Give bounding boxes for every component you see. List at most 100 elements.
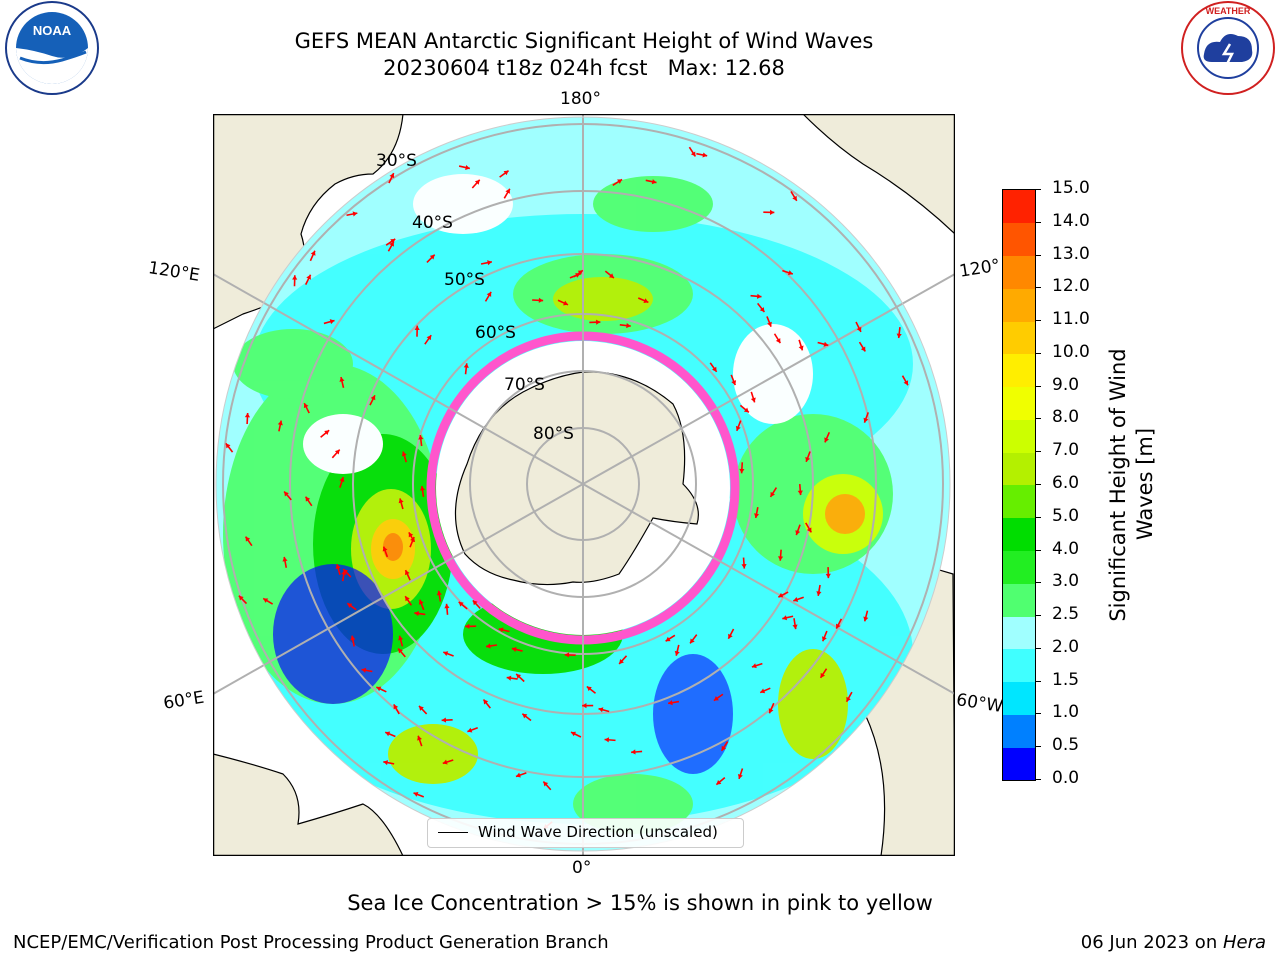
wave-direction-arrow: [458, 165, 471, 171]
lon-label-120e: 120°E: [146, 258, 202, 286]
colorbar-tick-mark: [1035, 647, 1041, 649]
colorbar-tick-label: 2.5: [1052, 604, 1080, 625]
wave-direction-arrow: [793, 596, 804, 602]
colorbar-tick-mark: [1035, 549, 1041, 551]
colorbar-band: [1003, 485, 1035, 519]
wave-direction-arrow: [376, 686, 387, 693]
wave-direction-arrow: [404, 569, 411, 581]
wave-direction-arrow: [858, 341, 866, 352]
wave-direction-arrow: [665, 634, 676, 642]
colorbar-band: [1003, 550, 1035, 584]
wave-direction-arrow: [773, 333, 782, 344]
wave-direction-arrow: [282, 556, 288, 568]
wave-direction-arrow: [782, 269, 794, 276]
wave-direction-arrow: [739, 404, 750, 413]
wave-direction-arrow: [463, 363, 469, 375]
lon-label-120w: 120°: [958, 255, 1002, 282]
wave-direction-arrow: [262, 597, 274, 605]
wave-direction-arrow: [292, 275, 298, 287]
antarctica: [454, 371, 699, 586]
footer-org: NCEP/EMC/Verification Post Processing Pr…: [13, 932, 609, 953]
wave-direction-arrow: [769, 487, 778, 498]
wave-direction-arrow: [637, 297, 649, 304]
wave-direction-arrow: [778, 591, 789, 598]
wave-direction-arrow: [467, 727, 478, 733]
colorbar-band: [1003, 386, 1035, 420]
wave-direction-arrow: [750, 293, 762, 299]
wave-direction-arrow: [277, 420, 283, 432]
colorbar-tick-mark: [1035, 746, 1041, 748]
wave-direction-arrow: [511, 646, 523, 652]
wave-direction-arrow: [342, 568, 352, 578]
wave-direction-arrow: [304, 274, 312, 285]
colorbar-tick-mark: [1035, 484, 1041, 485]
wave-direction-arrow: [331, 449, 341, 459]
colorbar-tick-label: 11.0: [1052, 309, 1090, 330]
colorbar-band: [1003, 222, 1035, 257]
lat-label-50s: 50°S: [444, 270, 485, 290]
svg-text:WEATHER: WEATHER: [1206, 6, 1251, 16]
wave-direction-arrow: [503, 188, 511, 199]
wave-direction-arrow: [480, 260, 493, 266]
colorbar-tick-mark: [1035, 418, 1041, 420]
colorbar-tick-label: 3.0: [1052, 571, 1080, 592]
wave-direction-arrow: [790, 191, 798, 202]
wave-direction-arrow: [782, 615, 794, 621]
wave-direction-arrow: [401, 451, 408, 463]
footer-date-text: 06 Jun 2023 on: [1080, 932, 1223, 953]
wave-direction-arrow: [542, 781, 552, 791]
colorbar-band: [1003, 353, 1035, 388]
wave-direction-arrow: [667, 700, 680, 706]
wave-direction-arrow: [674, 644, 680, 656]
colorbar-tick-mark: [1035, 254, 1041, 256]
wave-direction-arrow: [759, 687, 771, 694]
colorbar-tick-label: 14.0: [1052, 210, 1090, 231]
lon-label-0: 0°: [572, 858, 592, 878]
colorbar-band: [1003, 321, 1035, 355]
wave-direction-arrow: [817, 341, 829, 347]
map-legend: Wind Wave Direction (unscaled): [427, 818, 744, 848]
colorbar-tick-mark: [1035, 516, 1041, 518]
polar-map: [213, 114, 955, 856]
wave-direction-arrow: [709, 362, 718, 373]
wave-direction-arrow: [715, 776, 726, 786]
lon-label-60w: 60°W: [954, 690, 1005, 718]
wave-direction-arrow: [805, 451, 811, 463]
svg-text:NOAA: NOAA: [33, 23, 72, 38]
colorbar-band: [1003, 648, 1035, 683]
wave-direction-arrow: [816, 584, 822, 596]
map-frame: [213, 114, 955, 856]
colorbar-tick-label: 0.0: [1052, 768, 1080, 788]
wave-direction-arrow: [499, 170, 510, 178]
wave-direction-arrow: [863, 412, 869, 423]
wave-direction-arrow: [303, 402, 310, 414]
wave-direction-arrow: [283, 491, 292, 501]
wave-direction-arrow: [443, 651, 454, 657]
wave-direction-arrow: [901, 375, 909, 386]
wave-direction-arrow: [825, 567, 831, 579]
wave-direction-arrow: [482, 699, 491, 709]
wave-direction-arrow: [855, 321, 862, 333]
wave-direction-arrow: [835, 618, 843, 630]
wave-direction-arrow: [819, 668, 828, 679]
wave-direction-arrow: [618, 655, 628, 665]
colorbar-band: [1003, 714, 1035, 748]
wave-direction-arrow: [350, 635, 356, 647]
wave-direction-arrow: [339, 476, 345, 488]
wave-direction-arrow: [346, 211, 358, 217]
colorbar-band: [1003, 255, 1035, 289]
wave-direction-arrow: [778, 549, 784, 561]
lat-label-70s: 70°S: [504, 375, 545, 395]
wave-direction-arrow: [557, 299, 569, 306]
wave-direction-arrow: [515, 772, 527, 778]
wave-direction-arrow: [304, 496, 313, 507]
wave-direction-arrow: [619, 323, 631, 329]
colorbar-tick-mark: [1035, 385, 1041, 387]
wave-direction-arrow: [792, 618, 798, 630]
wave-direction-arrow: [346, 602, 357, 611]
colorbar-band: [1003, 190, 1035, 224]
colorbar-band: [1003, 681, 1035, 715]
wave-direction-arrow: [485, 643, 498, 649]
wave-direction-arrow: [465, 623, 477, 629]
wave-direction-arrow: [309, 250, 316, 262]
